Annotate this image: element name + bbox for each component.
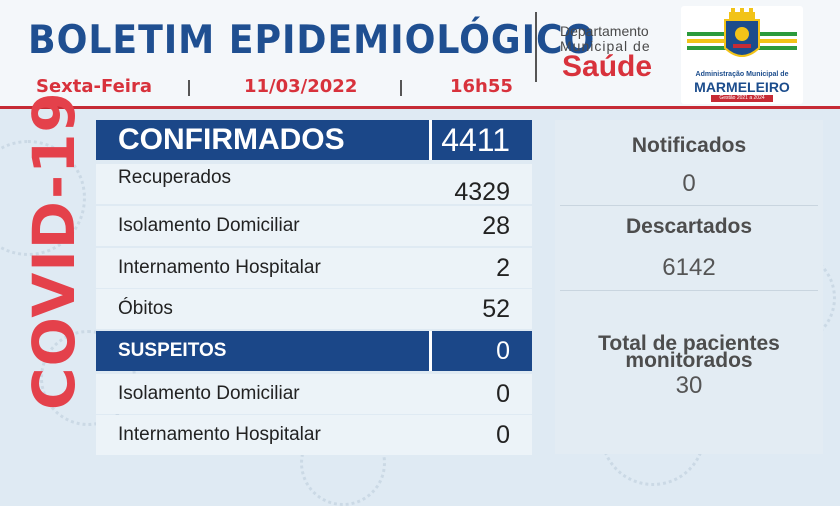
logo-city-name: MARMELEIRO <box>694 79 790 95</box>
monitored-label-line1: Total de pacientes <box>598 332 780 355</box>
date: 11/03/2022 <box>244 76 358 97</box>
logo-caption: Administração Municipal de <box>695 71 789 78</box>
suspects-home-label: Isolamento Domiciliar <box>118 383 300 404</box>
department-line2: Municipal de <box>560 38 651 54</box>
discarded-label: Descartados <box>625 215 753 238</box>
coat-of-arms-icon <box>687 8 797 57</box>
deaths-row: Óbitos 52 <box>96 289 532 329</box>
logo-term: Gestão 2021 a 2024 <box>711 95 773 102</box>
monitored-value: 30 <box>675 372 703 399</box>
deaths-value: 52 <box>482 295 510 323</box>
deaths-label: Óbitos <box>118 298 173 319</box>
covid-side-label: COVID-19 <box>20 91 88 410</box>
suspects-home-row: Isolamento Domiciliar 0 <box>96 374 532 414</box>
recovered-label: Recuperados <box>118 167 232 188</box>
weekday: Sexta-Feira <box>36 76 152 97</box>
panel-divider <box>560 205 818 206</box>
recovered-row: Recuperados 4329 <box>96 164 532 206</box>
confirmed-value: 4411 <box>441 122 510 158</box>
suspects-value: 0 <box>496 337 510 365</box>
suspects-hospital-label: Internamento Hospitalar <box>118 424 321 445</box>
notified-label: Notificados <box>631 134 747 157</box>
home-isolation-row: Isolamento Domiciliar 28 <box>96 206 532 246</box>
row-divider <box>429 331 432 371</box>
municipal-logo: Administração Municipal de MARMELEIRO Ge… <box>681 6 803 104</box>
department-name: Saúde <box>562 50 653 83</box>
hospital-row: Internamento Hospitalar 2 <box>96 248 532 288</box>
summary-panel <box>555 120 823 454</box>
hospital-label: Internamento Hospitalar <box>118 257 321 278</box>
suspects-home-value: 0 <box>496 380 510 408</box>
confirmed-label: CONFIRMADOS <box>118 123 345 156</box>
separator <box>400 80 402 96</box>
department-line1: Departamento <box>560 23 649 39</box>
suspects-hospital-row: Internamento Hospitalar 0 <box>96 415 532 455</box>
recovered-value: 4329 <box>454 178 510 206</box>
monitored-label-line2: monitorados <box>625 349 753 372</box>
header-vertical-separator <box>535 12 537 82</box>
row-divider <box>429 120 432 160</box>
suspects-label: SUSPEITOS <box>118 340 227 361</box>
suspects-row: SUSPEITOS 0 <box>96 331 532 371</box>
panel-divider <box>560 290 818 291</box>
notified-value: 0 <box>682 170 696 197</box>
confirmed-row: CONFIRMADOS 4411 <box>96 120 532 160</box>
home-isolation-value: 28 <box>482 212 510 240</box>
hospital-value: 2 <box>496 254 510 282</box>
home-isolation-label: Isolamento Domiciliar <box>118 215 300 236</box>
discarded-value: 6142 <box>662 254 716 281</box>
page-title: BOLETIM EPIDEMIOLÓGICO <box>28 18 596 63</box>
time: 16h55 <box>450 76 513 97</box>
suspects-hospital-value: 0 <box>496 421 510 449</box>
header-divider <box>0 106 840 109</box>
separator <box>188 80 190 96</box>
